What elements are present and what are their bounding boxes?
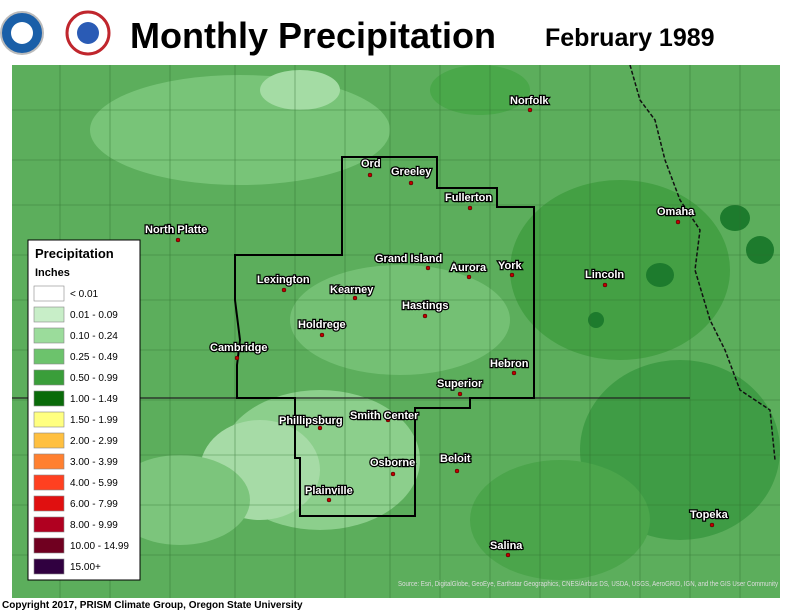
city-dot (422, 313, 428, 319)
city-label: Holdrege (298, 319, 346, 331)
city-dot (234, 355, 240, 361)
legend-swatch (33, 348, 65, 365)
legend-label: 0.50 - 0.99 (70, 373, 118, 384)
city-label: Aurora (450, 262, 487, 274)
city-dot (367, 172, 373, 178)
city-label: Salina (490, 540, 523, 552)
city-dot (675, 219, 681, 225)
city-dot (352, 295, 358, 301)
city-dot (511, 370, 517, 376)
legend-label: 10.00 - 14.99 (70, 541, 129, 552)
legend-swatch (33, 411, 65, 428)
city-dot (457, 391, 463, 397)
city-label: York (498, 260, 523, 272)
city-dot (408, 180, 414, 186)
city-label: Hebron (490, 358, 529, 370)
legend-label: 0.10 - 0.24 (70, 331, 118, 342)
legend-units: Inches (35, 267, 70, 279)
legend-title: Precipitation (35, 246, 114, 261)
legend-swatch (33, 474, 65, 491)
source: Source: Esri, DigitalGlobe, GeoEye, Eart… (398, 581, 778, 588)
legend-label: 4.00 - 5.99 (70, 478, 118, 489)
city-dot (317, 425, 323, 431)
city-label: Norfolk (510, 95, 549, 107)
legend-swatch (33, 432, 65, 449)
legend-label: 8.00 - 9.99 (70, 520, 118, 531)
city-dot (319, 332, 325, 338)
city-label: Greeley (391, 166, 432, 178)
city-dot (709, 522, 715, 528)
copyright: Copyright 2017, PRISM Climate Group, Ore… (2, 600, 303, 611)
city-label: Kearney (330, 284, 374, 296)
legend-swatch (33, 495, 65, 512)
city-label: Hastings (402, 300, 448, 312)
legend-swatch (33, 390, 65, 407)
city-dot (281, 287, 287, 293)
map-area (12, 64, 780, 598)
legend-swatch (33, 369, 65, 386)
city-label: Ord (361, 158, 381, 170)
city-dot (175, 237, 181, 243)
title: Monthly Precipitation (130, 15, 496, 56)
city-dot (454, 468, 460, 474)
city-label: Lincoln (585, 269, 624, 281)
legend-swatch (33, 537, 65, 554)
city-dot (505, 552, 511, 558)
date: February 1989 (545, 24, 715, 52)
legend-label: 6.00 - 7.99 (70, 499, 118, 510)
city-dot (509, 272, 515, 278)
legend: Precipitation Inches < 0.01 0.01 - 0.09 0.… (27, 239, 141, 581)
city-label: Superior (437, 378, 483, 390)
city-label: Osborne (370, 457, 415, 469)
city-layer: Norfolk Ord Greeley Fullerton North Platte Om… (144, 94, 730, 558)
city-dot (466, 274, 472, 280)
legend-swatch (33, 516, 65, 533)
city-dot (326, 497, 332, 503)
legend-label: 0.01 - 0.09 (70, 310, 118, 321)
city-dot (602, 282, 608, 288)
legend-swatch (33, 453, 65, 470)
city-label: Omaha (657, 206, 695, 218)
city-dot (385, 417, 391, 423)
city-dot (390, 471, 396, 477)
city-label: Topeka (690, 509, 729, 521)
city-dot (425, 265, 431, 271)
legend-label: 2.00 - 2.99 (70, 436, 118, 447)
city-label: Phillipsburg (279, 415, 343, 427)
legend-swatch (33, 306, 65, 323)
legend-label: 15.00+ (70, 562, 101, 573)
logos (0, 10, 111, 56)
legend-swatch (33, 327, 65, 344)
city-label: Fullerton (445, 192, 492, 204)
legend-swatch (33, 285, 65, 302)
city-label: Plainville (305, 485, 353, 497)
city-dot (467, 205, 473, 211)
city-dot (527, 107, 533, 113)
city-label: Beloit (440, 453, 471, 465)
city-label: Smith Center (350, 410, 419, 422)
city-label: North Platte (145, 224, 207, 236)
header-band (0, 0, 792, 65)
city-label: Lexington (257, 274, 310, 286)
legend-swatch (33, 558, 65, 575)
legend-label: 1.50 - 1.99 (70, 415, 118, 426)
city-label: Grand Island (375, 253, 442, 265)
legend-label: 3.00 - 3.99 (70, 457, 118, 468)
legend-label: 0.25 - 0.49 (70, 352, 118, 363)
city-label: Cambridge (210, 342, 267, 354)
legend-label: 1.00 - 1.49 (70, 394, 118, 405)
footer-band (0, 598, 792, 612)
legend-label: < 0.01 (70, 289, 99, 300)
